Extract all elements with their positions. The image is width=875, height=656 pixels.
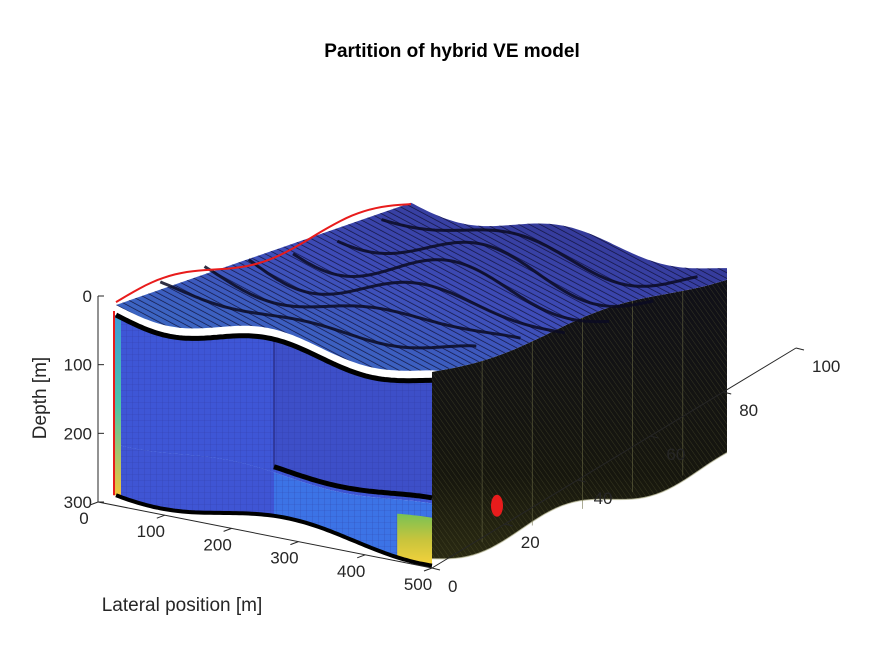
y-tick-mark bbox=[432, 568, 440, 570]
z-tick-label: 0 bbox=[83, 287, 92, 306]
x-tick-label: 100 bbox=[137, 522, 165, 541]
x-tick-mark bbox=[357, 555, 365, 558]
x-tick-mark bbox=[290, 542, 298, 545]
y-tick-label: 100 bbox=[812, 357, 840, 376]
front-left-edge bbox=[114, 315, 121, 495]
x-tick-label: 400 bbox=[337, 562, 365, 581]
y-tick-mark bbox=[796, 348, 804, 350]
y-tick-label: 0 bbox=[448, 577, 457, 596]
z-axis-label: Depth [m] bbox=[30, 357, 51, 439]
x-axis-label: Lateral position [m] bbox=[102, 595, 263, 616]
x-tick-mark bbox=[157, 515, 165, 518]
x-tick-label: 300 bbox=[270, 549, 298, 568]
y-tick-label: 80 bbox=[739, 401, 758, 420]
y-tick-label: 60 bbox=[666, 445, 685, 464]
x-tick-label: 200 bbox=[203, 535, 231, 554]
x-tick-label: 500 bbox=[404, 575, 432, 594]
y-tick-label: 20 bbox=[521, 533, 540, 552]
z-tick-label: 300 bbox=[64, 493, 92, 512]
chart-title: Partition of hybrid VE model bbox=[324, 41, 579, 62]
z-tick-label: 100 bbox=[64, 356, 92, 375]
z-tick-label: 200 bbox=[64, 424, 92, 443]
x-tick-mark bbox=[424, 568, 432, 571]
red-marker bbox=[491, 495, 503, 517]
y-tick-label: 40 bbox=[594, 489, 613, 508]
x-tick-mark bbox=[224, 528, 232, 531]
